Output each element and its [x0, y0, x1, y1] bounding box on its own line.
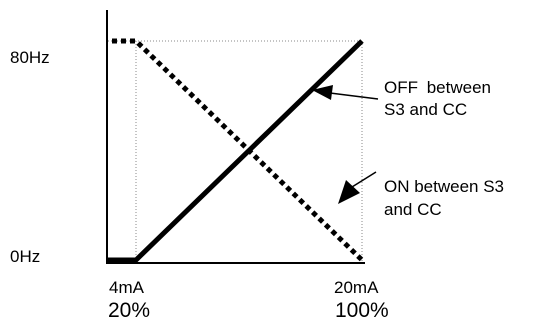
on-arrow-line: [351, 171, 377, 188]
off-arrow-line: [329, 92, 379, 100]
off-arrowhead: [312, 85, 333, 100]
on-annotation-line1: ON between S3: [384, 177, 505, 196]
y-axis-top-label: 80Hz: [10, 48, 50, 67]
x-axis-right-current-label: 20mA: [334, 278, 379, 297]
on-annotation-line2: and CC: [384, 200, 442, 219]
x-axis-left-current-label: 4mA: [109, 278, 144, 297]
y-axis-bottom-label: 0Hz: [10, 247, 41, 266]
x-axis-right-percent-label: 100%: [335, 299, 389, 322]
x-axis-left-percent-label: 20%: [108, 299, 151, 322]
off-characteristic-line: [107, 39, 364, 263]
off-annotation-line2: S3 and CC: [384, 100, 468, 119]
off-annotation-line1: OFF between: [384, 78, 491, 97]
on-arrowhead: [338, 180, 360, 204]
on-characteristic-line: [112, 38, 364, 262]
